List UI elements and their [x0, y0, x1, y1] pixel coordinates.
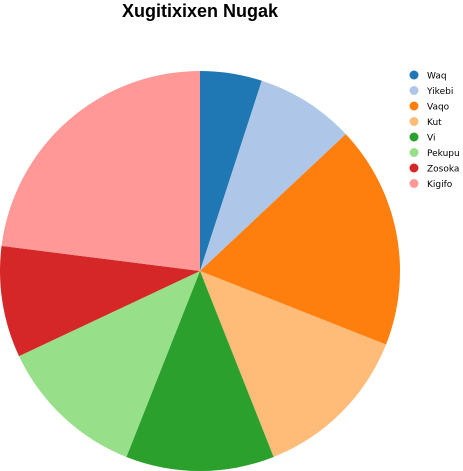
- legend-label-pekupu: Pekupu: [427, 149, 460, 159]
- legend-swatch-vi: [409, 132, 419, 142]
- legend-label-waq: Waq: [427, 72, 447, 82]
- pie-slice-vaqo: [200, 134, 400, 345]
- legend-label-vaqo: Vaqo: [427, 103, 450, 113]
- pie-slice-kut: [200, 271, 386, 457]
- legend-swatch-vaqo: [409, 101, 419, 111]
- pie-slice-kigifo: [1, 71, 201, 271]
- legend-label-kut: Kut: [427, 118, 442, 128]
- chart-title: Xugitixixen Nugak: [121, 1, 279, 21]
- pie-slice-vi: [126, 271, 274, 471]
- legend-swatch-yikebi: [409, 86, 419, 95]
- pie-slice-pekupu: [19, 271, 200, 457]
- pie-slice-zosoka: [0, 245, 200, 357]
- legend-swatch-kigifo: [409, 179, 419, 188]
- legend-label-vi: Vi: [427, 134, 435, 144]
- legend-swatch-pekupu: [409, 148, 419, 157]
- legend-swatch-waq: [409, 70, 419, 80]
- legend: Waq Yikebi Vaqo Kut Vi Pekupu Zosoka Kigifo: [409, 70, 460, 190]
- pie-slice-yikebi: [200, 80, 346, 271]
- pie-slices: [0, 71, 400, 471]
- legend-label-zosoka: Zosoka: [427, 165, 459, 175]
- legend-label-kigifo: Kigifo: [427, 180, 453, 190]
- legend-swatch-kut: [409, 117, 419, 126]
- pie-slice-waq: [200, 71, 262, 271]
- legend-swatch-zosoka: [409, 163, 419, 173]
- legend-label-yikebi: Yikebi: [426, 87, 453, 97]
